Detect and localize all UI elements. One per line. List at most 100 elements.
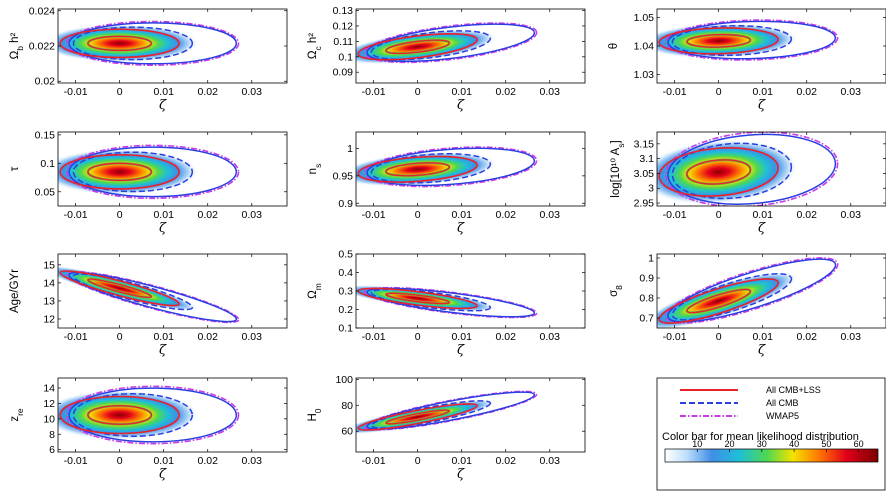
y-tick-label: 0.1 <box>338 323 353 335</box>
y-tick-label: 0.8 <box>639 293 654 305</box>
contour-all-cmb-95 <box>667 133 837 205</box>
contour-all-cmb-lss-95 <box>59 153 180 190</box>
panel-frame <box>355 8 586 84</box>
x-axis-label: ζ <box>758 343 766 358</box>
y-tick-label: 0.1 <box>338 51 353 63</box>
y-tick-label: 0.09 <box>333 67 354 79</box>
x-tick-label: 0.02 <box>797 331 818 343</box>
x-tick-label: 0.03 <box>841 209 862 221</box>
x-tick-label: 0.03 <box>540 331 561 343</box>
x-tick-label: 0.03 <box>540 86 561 98</box>
y-axis-label: Age/GYr <box>9 269 21 313</box>
panel-frame <box>656 131 886 207</box>
contour-all-cmb-95 <box>68 387 238 443</box>
colorbar-title: Color bar for mean likelihood distributi… <box>662 431 859 443</box>
x-tick-label: 0.02 <box>198 86 219 98</box>
likelihood-density <box>58 148 199 195</box>
x-tick-label: 0.01 <box>153 86 174 98</box>
y-tick-label: 80 <box>341 400 353 412</box>
x-tick-label: 0.02 <box>496 331 517 343</box>
x-tick-label: -0.01 <box>362 455 386 467</box>
contour-all-cmb-95 <box>366 391 536 430</box>
y-tick-label: 14 <box>43 277 55 289</box>
y-tick-label: 13 <box>43 295 55 307</box>
panel-sigma-8: -0.01 0 0.01 0.02 0.03 ζ 0.7 0.8 0.9 1 σ8 <box>608 253 886 358</box>
y-tick-label: 1.04 <box>634 41 655 53</box>
contour-all-cmb-68 <box>72 26 194 61</box>
likelihood-density <box>58 265 199 312</box>
y-tick-label: 0.02 <box>35 76 56 88</box>
contour-wmap5-95 <box>363 146 538 188</box>
contour-wmap5-95 <box>66 385 240 445</box>
x-tick-label: 0 <box>415 455 421 467</box>
y-tick-label: 14 <box>43 383 55 395</box>
panel-frame <box>656 253 886 329</box>
contour-all-cmb-68 <box>370 30 492 61</box>
y-tick-label: 0.95 <box>333 170 354 182</box>
y-tick-label: 0.9 <box>338 198 353 210</box>
x-tick-label: 0.01 <box>451 331 472 343</box>
y-axis-label: log[10¹⁰ As] <box>610 140 626 197</box>
contour-all-cmb-95 <box>68 271 238 323</box>
x-tick-label: -0.01 <box>64 86 88 98</box>
x-tick-label: 0.01 <box>153 209 174 221</box>
contour-all-cmb-lss-68 <box>385 409 451 425</box>
x-tick-label: 0.02 <box>496 86 517 98</box>
panel-omega-b: -0.01 0 0.01 0.02 0.03 ζ 0.02 0.022 0.024 Ωb h² <box>9 5 288 113</box>
colorbar-tick-label: 20 <box>725 439 735 449</box>
contour-all-cmb-95 <box>366 23 536 63</box>
x-tick-label: 0 <box>716 331 722 343</box>
contour-wmap5-95 <box>363 22 538 64</box>
contour-all-cmb-68 <box>370 153 492 184</box>
x-tick-label: 0.02 <box>496 209 517 221</box>
y-axis-label: θ <box>608 43 620 49</box>
colorbar-tick-label: 30 <box>757 439 767 449</box>
x-tick-label: 0.02 <box>198 209 219 221</box>
x-tick-label: 0 <box>117 455 123 467</box>
x-tick-label: 0 <box>415 331 421 343</box>
likelihood-density <box>657 139 798 205</box>
y-tick-label: 8 <box>49 429 55 441</box>
x-tick-label: -0.01 <box>663 86 687 98</box>
y-tick-label: 0.7 <box>639 313 654 325</box>
contour-all-cmb-68 <box>671 24 793 57</box>
panel-frame <box>355 377 586 453</box>
panel-frame <box>57 131 288 207</box>
colorbar-tick-label: 60 <box>854 439 864 449</box>
x-axis-label: ζ <box>457 221 465 236</box>
y-tick-label: 1 <box>648 253 654 265</box>
x-axis-label: ζ <box>457 98 465 113</box>
y-tick-label: 1.05 <box>634 12 655 24</box>
y-tick-label: 0.9 <box>639 273 654 285</box>
panel-theta: -0.01 0 0.01 0.02 0.03 ζ 1.03 1.04 1.05 θ <box>608 8 886 113</box>
panel-frame <box>355 131 586 207</box>
contour-all-cmb-lss-68 <box>87 35 153 52</box>
x-tick-label: 0.01 <box>153 331 174 343</box>
y-axis-label: H0 <box>307 408 323 421</box>
contour-all-cmb-95 <box>68 22 238 65</box>
x-tick-label: 0.03 <box>242 331 263 343</box>
contour-all-cmb-68 <box>370 400 492 429</box>
likelihood-density <box>356 285 497 312</box>
likelihood-density <box>657 271 799 328</box>
colorbar-tick-label: 50 <box>821 439 831 449</box>
contour-all-cmb-68 <box>671 142 793 200</box>
y-axis-label: σ8 <box>608 285 624 297</box>
x-axis-label: ζ <box>159 343 167 358</box>
y-axis-label: zre <box>9 408 25 422</box>
x-tick-label: -0.01 <box>663 209 687 221</box>
x-axis-label: ζ <box>159 467 167 482</box>
x-axis-label: ζ <box>758 98 766 113</box>
panel-log-as: -0.01 0 0.01 0.02 0.03 ζ 2.95 3 3.05 3.1 3.15 log[1… <box>610 131 886 236</box>
x-tick-label: 0.03 <box>540 455 561 467</box>
contour-wmap5-95 <box>66 144 240 200</box>
x-tick-label: -0.01 <box>64 209 88 221</box>
y-tick-label: 0.13 <box>333 5 354 17</box>
panel-h-0: -0.01 0 0.01 0.02 0.03 ζ 60 80 100 H0 <box>307 374 586 482</box>
x-tick-label: -0.01 <box>362 86 386 98</box>
x-axis-label: ζ <box>159 98 167 113</box>
x-tick-label: 0.02 <box>797 209 818 221</box>
contour-all-cmb-95 <box>366 147 536 187</box>
contour-all-cmb-lss-68 <box>87 278 153 299</box>
